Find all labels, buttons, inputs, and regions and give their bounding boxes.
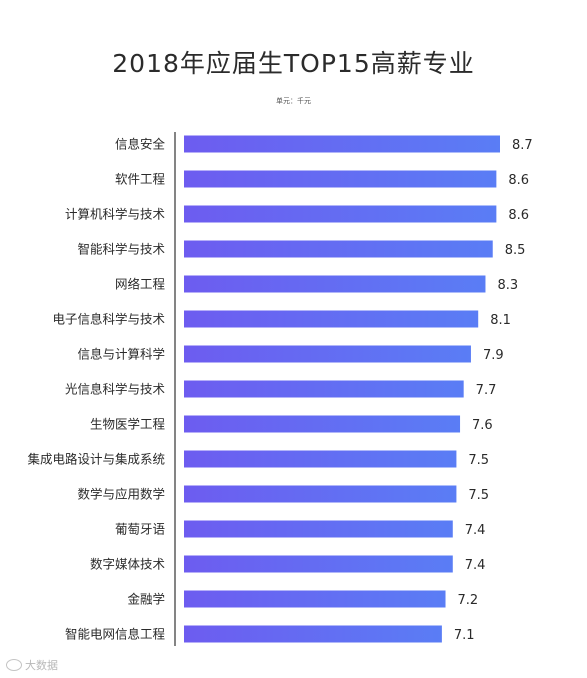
bar [184,170,497,188]
category-label: 网络工程 [115,277,166,292]
value-label: 7.5 [468,453,489,468]
value-label: 7.4 [465,523,486,538]
bar [184,555,453,573]
weibo-icon [6,659,22,671]
bar [184,135,500,153]
bar [184,415,461,433]
value-label: 8.7 [512,138,533,153]
category-label: 数字媒体技术 [90,557,166,572]
category-label: 智能电网信息工程 [65,627,166,642]
category-label: 计算机科学与技术 [65,207,166,222]
bar [184,275,486,293]
value-label: 7.4 [465,558,486,573]
value-label: 8.1 [490,313,511,328]
value-label: 7.7 [476,383,497,398]
bar [184,380,464,398]
value-label: 7.1 [454,628,475,643]
value-label: 8.6 [508,173,529,188]
chart-unit-label: 单元：千元 [276,97,311,105]
category-label: 信息与计算科学 [77,347,165,362]
bar [184,345,471,363]
value-label: 8.6 [508,208,529,223]
bar [184,240,493,258]
category-label: 金融学 [127,592,165,607]
value-label: 8.3 [497,278,518,293]
bar [184,205,497,223]
category-label: 数学与应用数学 [77,487,165,502]
bar [184,485,457,503]
watermark: 大数据 [6,657,58,673]
bar [184,625,442,643]
watermark-text: 大数据 [25,659,58,672]
value-label: 7.9 [483,348,504,363]
category-label: 集成电路设计与集成系统 [27,452,165,467]
chart-title: 2018年应届生TOP15高薪专业 [112,49,475,78]
bar [184,450,457,468]
category-label: 信息安全 [115,137,166,152]
category-label: 生物医学工程 [90,417,166,432]
value-label: 8.5 [505,243,526,258]
value-label: 7.6 [472,418,493,433]
category-label: 电子信息科学与技术 [52,312,165,327]
category-label: 智能科学与技术 [77,242,165,257]
value-label: 7.5 [468,488,489,503]
category-label: 葡萄牙语 [115,522,165,537]
bars-layer: 信息安全 8.7 软件工程 8.6 计算机科学与技术 8.6 智能科学与技术 8.5 网络工程 8… [27,135,533,643]
bar [184,310,479,328]
bar [184,590,446,608]
value-label: 7.2 [458,593,479,608]
bar [184,520,453,538]
category-label: 光信息科学与技术 [65,382,166,397]
category-label: 软件工程 [115,172,166,187]
